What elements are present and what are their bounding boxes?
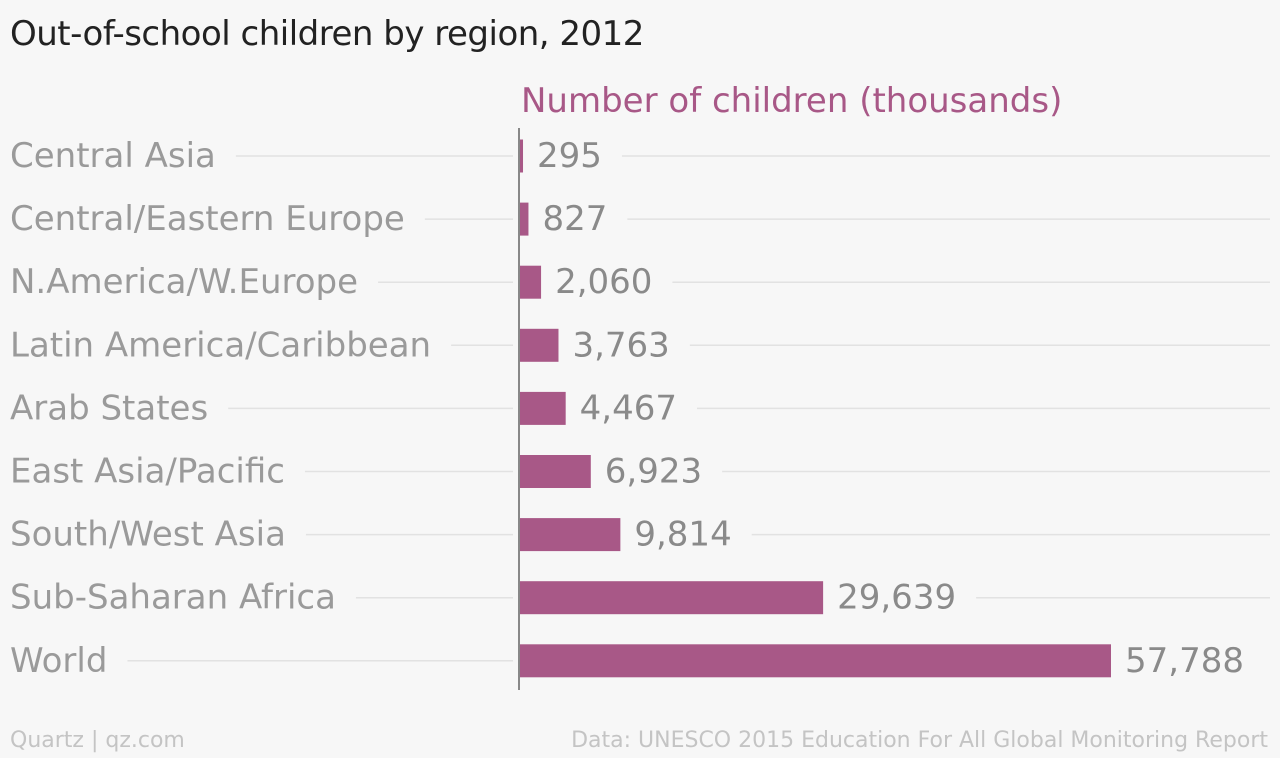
category-label: World — [10, 641, 107, 681]
value-axis-label: Number of children (thousands) — [521, 81, 1062, 121]
bar — [520, 139, 524, 173]
bar — [520, 265, 542, 299]
bar — [520, 581, 824, 615]
bar — [520, 644, 1111, 678]
bar-value-label: 29,639 — [837, 578, 956, 618]
chart-title: Out-of-school children by region, 2012 — [10, 14, 644, 54]
bar-value-label: 4,467 — [580, 388, 677, 428]
category-label: Arab States — [10, 388, 208, 428]
category-label: N.America/W.Europe — [10, 262, 358, 302]
bar-value-label: 9,814 — [634, 515, 731, 555]
bar-value-label: 2,060 — [555, 262, 652, 302]
bar — [520, 518, 621, 552]
category-label: East Asia/Pacific — [10, 452, 285, 492]
bar-value-label: 3,763 — [572, 325, 669, 365]
bar-value-label: 6,923 — [605, 452, 702, 492]
category-label: Sub-Saharan Africa — [10, 578, 336, 618]
footer-data-credit: Data: UNESCO 2015 Education For All Glob… — [571, 728, 1268, 753]
category-label: Central/Eastern Europe — [10, 199, 405, 239]
category-label: South/West Asia — [10, 515, 286, 555]
bar — [520, 202, 529, 236]
bar-value-label: 295 — [537, 136, 602, 176]
category-label: Central Asia — [10, 136, 216, 176]
bar — [520, 328, 559, 362]
bar-value-label: 57,788 — [1125, 641, 1244, 681]
footer-source: Quartz | qz.com — [10, 728, 185, 753]
bar — [520, 391, 566, 425]
bar-value-label: 827 — [542, 199, 607, 239]
bar — [520, 455, 591, 488]
category-label: Latin America/Caribbean — [10, 325, 431, 365]
